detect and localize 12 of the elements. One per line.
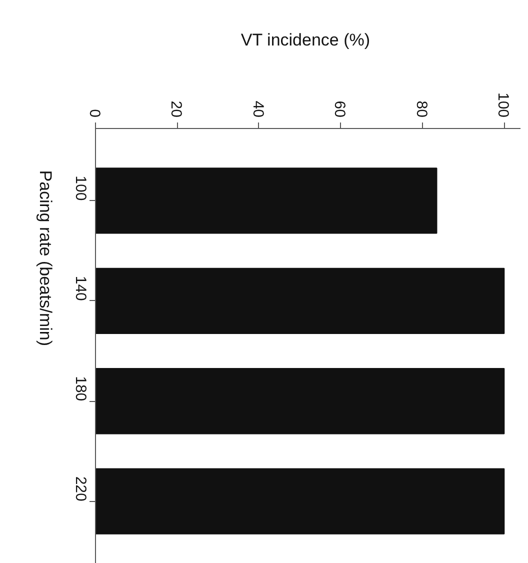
x-tick-label: 40 [249,100,266,118]
x-axis-title: VT incidence (%) [240,30,370,50]
y-tick-label: 100 [72,176,89,201]
y-tick-label: 220 [72,476,89,502]
x-tick-label: 20 [168,100,185,118]
y-axis-title: Pacing rate (beats/min) [36,170,55,346]
x-tick-label: 100 [494,92,512,118]
y-tick-label: 180 [72,376,89,402]
x-tick-label: 80 [412,100,430,118]
y-tick-label: 140 [72,276,89,301]
x-tick-label: 60 [331,100,348,118]
x-tick-label: 0 [86,109,103,118]
